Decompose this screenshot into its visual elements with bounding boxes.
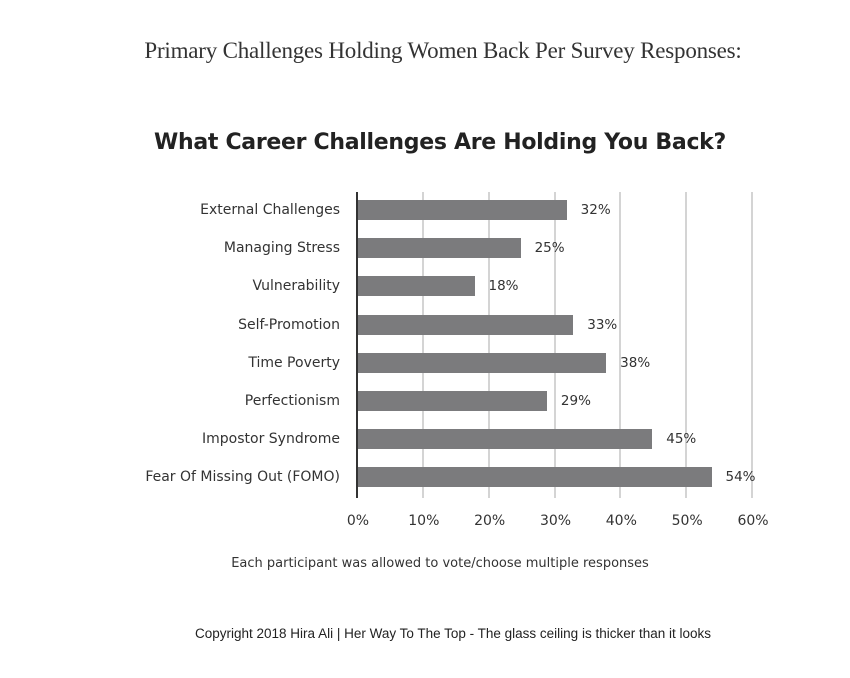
x-tick-label: 60% — [737, 513, 769, 529]
bar-value-label: 33% — [587, 316, 618, 333]
gridline — [751, 192, 753, 498]
bar — [358, 238, 521, 259]
chart-title: What Career Challenges Are Holding You B… — [154, 130, 726, 155]
bar — [358, 467, 712, 488]
bar — [358, 200, 567, 220]
copyright: Copyright 2018 Hira Ali | Her Way To The… — [195, 626, 711, 641]
category-label: Vulnerability — [252, 278, 340, 295]
x-tick-label: 20% — [474, 513, 506, 529]
x-tick-label: 0% — [346, 513, 370, 529]
category-label: Perfectionism — [244, 393, 340, 409]
category-label: Managing Stress — [223, 240, 340, 257]
category-label: Impostor Syndrome — [202, 431, 340, 448]
bar — [358, 391, 547, 411]
bar — [358, 314, 574, 335]
x-tick-label: 10% — [408, 513, 440, 529]
bar — [358, 276, 475, 297]
bar-value-label: 54% — [725, 469, 756, 486]
x-tick-label: 30% — [539, 513, 572, 529]
category-label: Fear Of Missing Out (FOMO) — [145, 469, 340, 486]
plot-area: 32% 25% 18% 33% 38% 29% 45% 54% — [356, 192, 756, 498]
bar-value-label: 38% — [620, 354, 651, 371]
gridline — [619, 192, 622, 498]
footnote: Each participant was allowed to vote/cho… — [231, 556, 649, 571]
category-label: External Challenges — [200, 202, 340, 218]
page-title: Primary Challenges Holding Women Back Pe… — [144, 38, 742, 63]
bar-value-label: 45% — [666, 431, 697, 448]
bar — [358, 352, 607, 373]
x-tick-label: 50% — [671, 513, 703, 529]
category-label: Time Poverty — [248, 354, 340, 371]
gridline — [487, 192, 490, 498]
bar-value-label: 25% — [534, 240, 565, 257]
x-tick-label: 40% — [605, 513, 637, 529]
y-axis-line — [356, 192, 358, 498]
bar-value-label: 32% — [580, 202, 611, 218]
gridline — [553, 192, 556, 498]
gridline — [685, 192, 688, 498]
bar — [358, 429, 653, 450]
category-label: Self-Promotion — [238, 316, 340, 333]
bar-value-label: 29% — [560, 393, 591, 409]
bar-value-label: 18% — [488, 278, 519, 295]
gridline — [421, 192, 424, 498]
